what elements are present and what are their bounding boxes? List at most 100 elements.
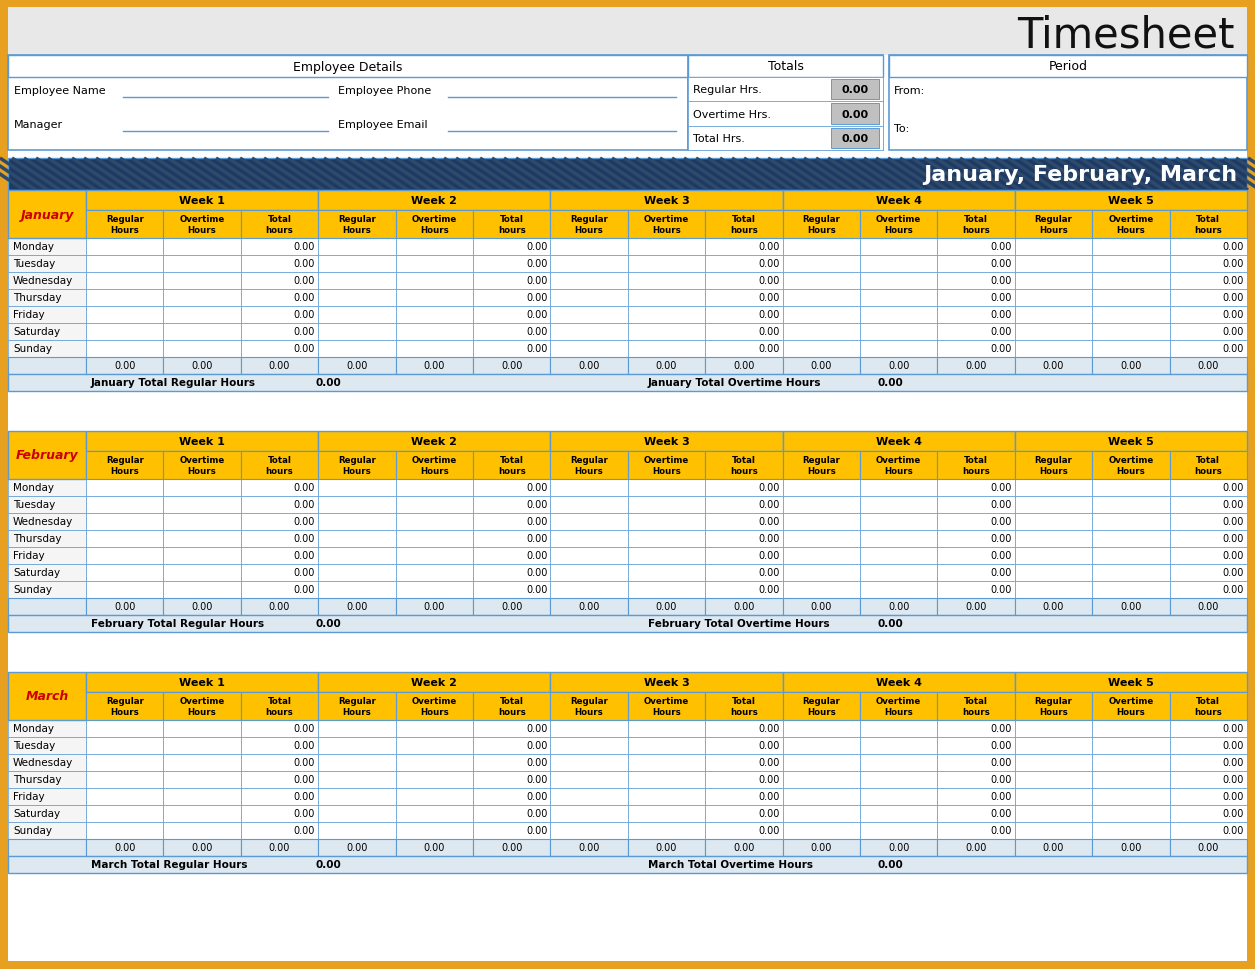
Bar bbox=[783, 672, 1015, 692]
Text: 0.00: 0.00 bbox=[877, 860, 904, 869]
Bar bbox=[163, 754, 241, 771]
Bar bbox=[473, 692, 551, 720]
Text: 0.00: 0.00 bbox=[758, 568, 779, 578]
Bar bbox=[705, 754, 783, 771]
Bar bbox=[705, 324, 783, 341]
Text: Overtime
Hours: Overtime Hours bbox=[412, 455, 457, 475]
Text: 0.00: 0.00 bbox=[526, 534, 547, 544]
Text: Monday: Monday bbox=[13, 483, 54, 493]
Text: Week 1: Week 1 bbox=[179, 437, 225, 447]
Bar bbox=[937, 788, 1015, 805]
Bar bbox=[319, 358, 395, 375]
Bar bbox=[1015, 547, 1092, 564]
Text: Total
hours: Total hours bbox=[730, 455, 758, 475]
Bar bbox=[1092, 581, 1170, 599]
Bar bbox=[163, 737, 241, 754]
Bar bbox=[473, 530, 551, 547]
Bar bbox=[1170, 514, 1247, 530]
Bar bbox=[551, 788, 628, 805]
Bar bbox=[319, 581, 395, 599]
Text: 0.00: 0.00 bbox=[526, 740, 547, 751]
Bar bbox=[705, 496, 783, 514]
Bar bbox=[1092, 805, 1170, 822]
Bar bbox=[1170, 256, 1247, 272]
Text: Overtime
Hours: Overtime Hours bbox=[412, 215, 457, 234]
Bar bbox=[87, 290, 163, 306]
Bar bbox=[473, 452, 551, 480]
Bar bbox=[705, 839, 783, 857]
Bar bbox=[860, 720, 937, 737]
Bar bbox=[1015, 788, 1092, 805]
Text: 0.00: 0.00 bbox=[758, 328, 779, 337]
Bar bbox=[87, 480, 163, 496]
Bar bbox=[8, 272, 87, 290]
Bar bbox=[705, 358, 783, 375]
Bar bbox=[628, 514, 705, 530]
Bar bbox=[8, 788, 87, 805]
Bar bbox=[705, 452, 783, 480]
Bar bbox=[688, 56, 884, 78]
Text: 0.00: 0.00 bbox=[294, 792, 315, 801]
Text: Saturday: Saturday bbox=[13, 328, 60, 337]
Text: Regular
Hours: Regular Hours bbox=[570, 215, 607, 234]
Bar bbox=[937, 805, 1015, 822]
Bar bbox=[163, 788, 241, 805]
Text: March Total Regular Hours: March Total Regular Hours bbox=[92, 860, 247, 869]
Bar bbox=[860, 564, 937, 581]
Bar bbox=[860, 306, 937, 324]
Bar bbox=[628, 341, 705, 358]
Bar bbox=[395, 324, 473, 341]
Text: Overtime
Hours: Overtime Hours bbox=[876, 215, 921, 234]
Bar bbox=[395, 480, 473, 496]
Bar bbox=[783, 737, 860, 754]
Bar bbox=[1092, 547, 1170, 564]
Bar bbox=[1092, 720, 1170, 737]
Bar bbox=[551, 672, 783, 692]
Text: 0.00: 0.00 bbox=[1222, 500, 1244, 510]
Bar bbox=[937, 599, 1015, 615]
Bar bbox=[8, 754, 87, 771]
Bar bbox=[163, 324, 241, 341]
Bar bbox=[551, 805, 628, 822]
Bar bbox=[395, 754, 473, 771]
Text: 0.00: 0.00 bbox=[1222, 826, 1244, 835]
Bar bbox=[551, 211, 628, 238]
Text: Regular
Hours: Regular Hours bbox=[1034, 697, 1073, 716]
Text: 0.00: 0.00 bbox=[758, 276, 779, 286]
Text: 0.00: 0.00 bbox=[294, 585, 315, 595]
Bar bbox=[705, 272, 783, 290]
Bar bbox=[395, 805, 473, 822]
Text: 0.00: 0.00 bbox=[758, 344, 779, 354]
Bar bbox=[241, 358, 319, 375]
Bar bbox=[551, 191, 783, 211]
Bar bbox=[1092, 692, 1170, 720]
Bar bbox=[1015, 496, 1092, 514]
Bar bbox=[937, 530, 1015, 547]
Text: Week 1: Week 1 bbox=[179, 196, 225, 205]
Bar bbox=[551, 272, 628, 290]
Text: Total
hours: Total hours bbox=[963, 697, 990, 716]
Bar bbox=[87, 754, 163, 771]
Bar bbox=[319, 191, 551, 211]
Bar bbox=[705, 822, 783, 839]
Text: Totals: Totals bbox=[768, 60, 803, 74]
Text: 0.00: 0.00 bbox=[526, 809, 547, 819]
Bar bbox=[628, 306, 705, 324]
Text: January: January bbox=[20, 208, 74, 221]
Text: 0.00: 0.00 bbox=[758, 483, 779, 493]
Bar bbox=[688, 127, 884, 151]
Bar bbox=[1092, 839, 1170, 857]
Text: 0.00: 0.00 bbox=[1222, 483, 1244, 493]
Bar bbox=[783, 805, 860, 822]
Bar bbox=[473, 324, 551, 341]
Text: 0.00: 0.00 bbox=[114, 602, 136, 611]
Bar bbox=[319, 211, 395, 238]
Text: 0.00: 0.00 bbox=[990, 585, 1012, 595]
Bar bbox=[705, 737, 783, 754]
Bar bbox=[860, 324, 937, 341]
Bar bbox=[241, 771, 319, 788]
Bar bbox=[241, 530, 319, 547]
Bar bbox=[551, 306, 628, 324]
Bar bbox=[241, 272, 319, 290]
Bar bbox=[860, 480, 937, 496]
